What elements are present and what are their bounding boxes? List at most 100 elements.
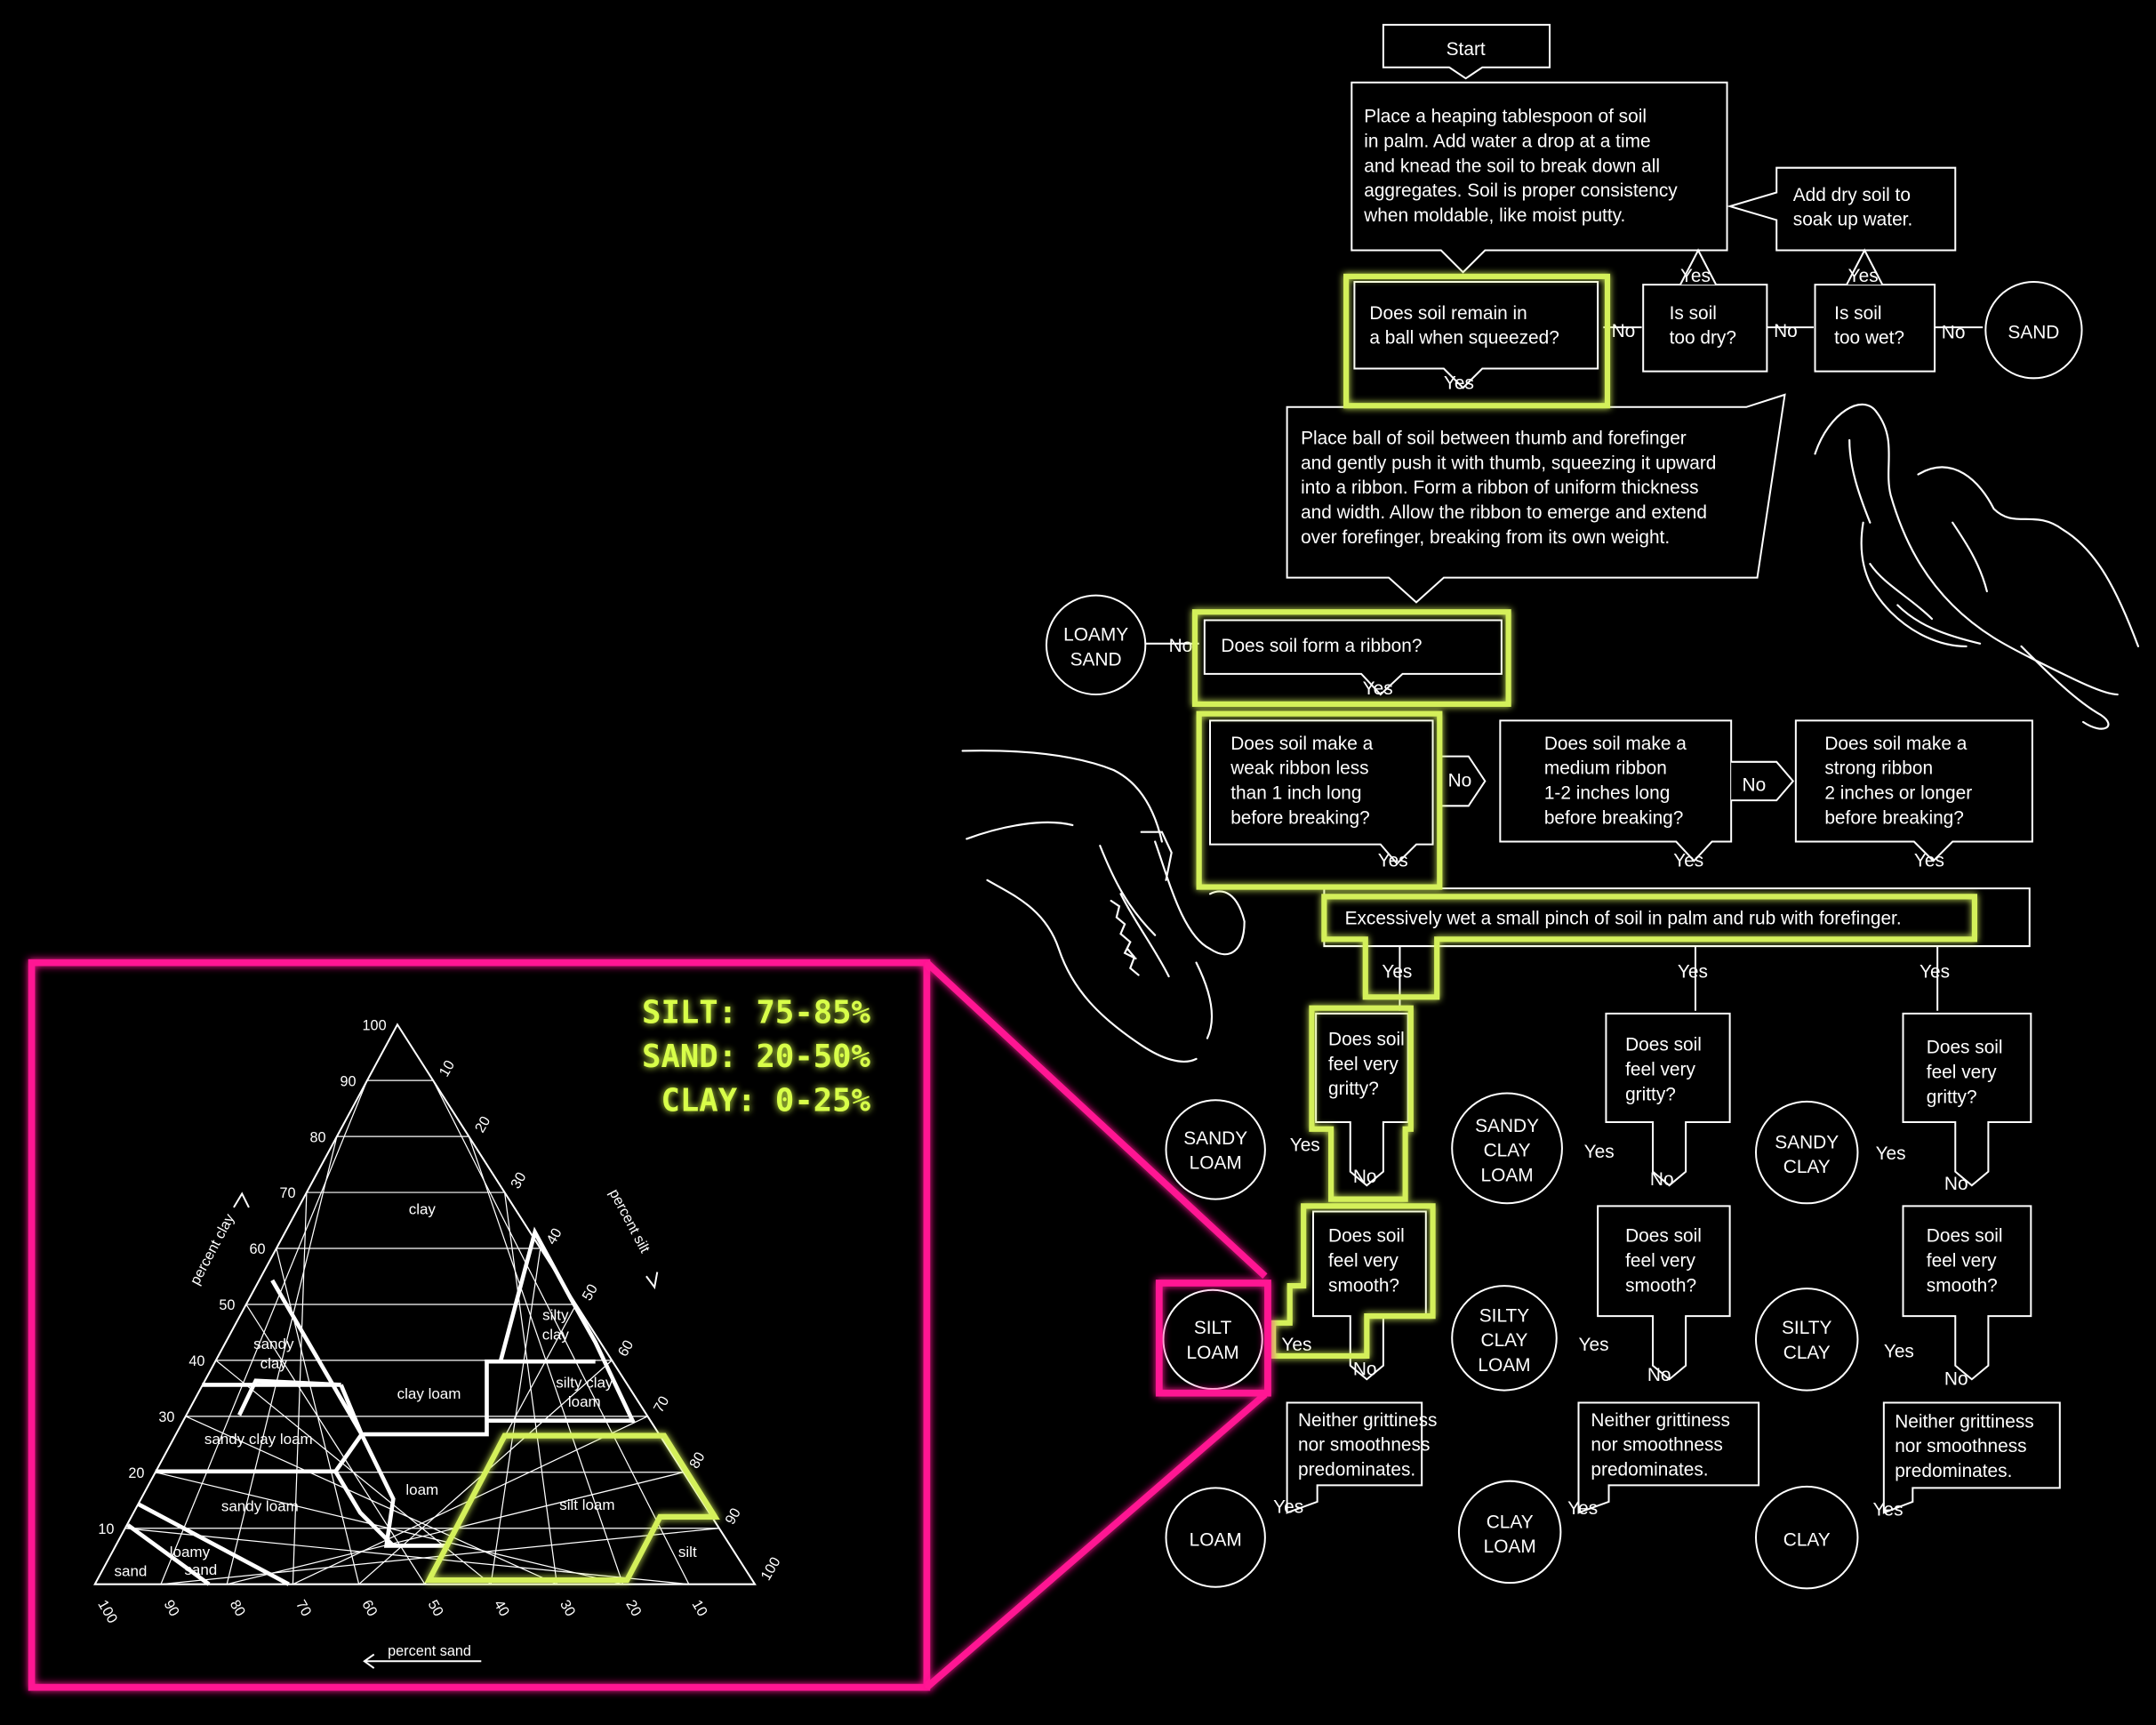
triangle-grid [124, 1079, 719, 1585]
svg-text:gritty?: gritty? [1328, 1079, 1379, 1099]
svg-text:Yes: Yes [1578, 1335, 1608, 1355]
svg-text:Place ball of soil between thu: Place ball of soil between thumb and for… [1301, 429, 1687, 449]
grid-line [503, 1191, 557, 1585]
step2-text: Place ball of soil between thumb and for… [1301, 429, 1716, 548]
soil-texture-triangle-inset: clay sandy clay silty clay clay loam sil… [28, 959, 1271, 1691]
svg-text:sandy: sandy [253, 1336, 294, 1352]
sand-result [1984, 281, 2083, 380]
svg-text:and gently push it with thumb,: and gently push it with thumb, squeezing… [1301, 453, 1716, 473]
svg-text:SANDY: SANDY [1183, 1128, 1247, 1149]
svg-text:feel very: feel very [1625, 1250, 1695, 1271]
tick-label: 70 [279, 1185, 295, 1201]
silty-clay-result [1755, 1288, 1859, 1392]
svg-text:sand: sand [114, 1562, 147, 1579]
svg-text:Yes: Yes [1848, 266, 1879, 286]
svg-text:sandy loam: sandy loam [221, 1498, 299, 1515]
svg-text:silt loam: silt loam [559, 1496, 614, 1513]
svg-text:and width. Allow the ribbon to: and width. Allow the ribbon to emerge an… [1301, 502, 1707, 523]
svg-text:too wet?: too wet? [1834, 328, 1904, 349]
weak-ribbon-label: Does soil make a [1230, 734, 1373, 754]
add-dry-label: Add dry soil to [1793, 185, 1911, 205]
svg-text:No: No [1448, 771, 1472, 791]
svg-text:CLAY: CLAY [1487, 1512, 1534, 1532]
silt-loam-result [1162, 1288, 1263, 1391]
svg-text:Yes: Yes [1273, 1496, 1303, 1517]
tick-label: 80 [227, 1597, 249, 1619]
svg-text:SANDY: SANDY [1775, 1132, 1839, 1152]
svg-text:smooth?: smooth? [1625, 1275, 1696, 1296]
neither-box-3 [1882, 1401, 2061, 1514]
svg-text:Yes: Yes [1680, 266, 1711, 286]
neither-box-1 [1286, 1401, 1423, 1514]
svg-text:LOAM: LOAM [1484, 1536, 1536, 1557]
tick-label: 100 [94, 1597, 120, 1625]
svg-text:Yes: Yes [1382, 962, 1412, 983]
tick-label: 80 [309, 1129, 325, 1145]
svg-text:loam: loam [405, 1481, 438, 1498]
tick-label: 20 [622, 1597, 645, 1619]
axis-percent-silt: percent silt [606, 1186, 653, 1256]
step1-text: Place a heaping tablespoon of soil in pa… [1363, 107, 1678, 226]
svg-text:feel very: feel very [1328, 1250, 1399, 1271]
svg-text:medium ribbon: medium ribbon [1544, 758, 1667, 779]
loam-result [1165, 1487, 1266, 1588]
tick-label: 50 [425, 1597, 447, 1619]
svg-text:sandy clay loam: sandy clay loam [204, 1431, 313, 1448]
svg-text:LOAMY: LOAMY [1063, 625, 1128, 646]
svg-text:CLAY: CLAY [1481, 1330, 1528, 1351]
svg-text:Yes: Yes [1584, 1142, 1615, 1162]
inset-border [28, 959, 931, 1691]
sandy-loam-result [1165, 1099, 1266, 1200]
tick-label: 10 [688, 1597, 710, 1619]
svg-text:No: No [1774, 321, 1798, 341]
tick-label: 90 [722, 1505, 744, 1528]
svg-text:smooth?: smooth? [1328, 1275, 1399, 1296]
svg-text:feel very: feel very [1625, 1059, 1695, 1079]
svg-text:Yes: Yes [1884, 1341, 1914, 1361]
svg-text:No: No [1647, 1365, 1671, 1385]
loamy-sand-result [1045, 594, 1147, 696]
svg-text:Does soil: Does soil [1328, 1226, 1405, 1247]
svg-text:before breaking?: before breaking? [1824, 807, 1964, 828]
clay-stat: CLAY: 0-25% [661, 1083, 870, 1119]
step2-box [1286, 393, 1786, 604]
svg-text:sand: sand [184, 1561, 217, 1578]
svg-text:CLAY: CLAY [1783, 1157, 1831, 1177]
svg-text:Does soil: Does soil [1927, 1226, 2003, 1247]
grid-line [185, 1416, 557, 1585]
smooth-question-2 [1597, 1205, 1731, 1381]
tick-label: 80 [686, 1449, 709, 1472]
start-label: Start [1447, 39, 1486, 60]
tick-label: 70 [293, 1597, 315, 1619]
tick-label: 40 [491, 1597, 513, 1619]
tick-label: 70 [651, 1393, 673, 1416]
tick-label: 40 [543, 1225, 565, 1248]
svg-text:a ball when squeezed?: a ball when squeezed? [1369, 328, 1559, 349]
silt-loam-focus-box [1155, 1280, 1271, 1397]
svg-text:CLAY: CLAY [1484, 1141, 1531, 1161]
grid-line [245, 1304, 426, 1585]
svg-text:Neither grittiness: Neither grittiness [1591, 1410, 1730, 1431]
axis-percent-sand: percent sand [388, 1643, 471, 1659]
sandy-clay-loam-result [1451, 1092, 1563, 1205]
tick-label: 100 [363, 1017, 387, 1033]
svg-text:Place a heaping tablespoon of: Place a heaping tablespoon of soil [1364, 107, 1647, 127]
svg-text:Does soil: Does soil [1625, 1226, 1702, 1247]
clay-loam-result [1457, 1480, 1562, 1585]
svg-text:gritty?: gritty? [1625, 1084, 1676, 1104]
svg-text:clay: clay [542, 1326, 570, 1343]
svg-text:No: No [1944, 1368, 1968, 1389]
tick-label: 60 [249, 1241, 265, 1257]
svg-text:nor smoothness: nor smoothness [1895, 1436, 2026, 1456]
region-labels: clay sandy clay silty clay clay loam sil… [114, 1201, 696, 1580]
svg-text:over forefinger, breaking from: over forefinger, breaking from its own w… [1301, 527, 1670, 548]
svg-text:No: No [1169, 636, 1193, 656]
svg-text:weak ribbon less: weak ribbon less [1230, 758, 1368, 779]
svg-text:clay: clay [409, 1201, 437, 1218]
svg-text:feel very: feel very [1927, 1063, 1997, 1083]
tick-label: 60 [358, 1597, 381, 1619]
svg-text:Yes: Yes [1567, 1498, 1598, 1519]
ribbon-question-label: Does soil form a ribbon? [1221, 636, 1422, 656]
silt-loam-region-highlight [424, 1432, 720, 1584]
gritty-question-3 [1902, 1012, 2032, 1187]
